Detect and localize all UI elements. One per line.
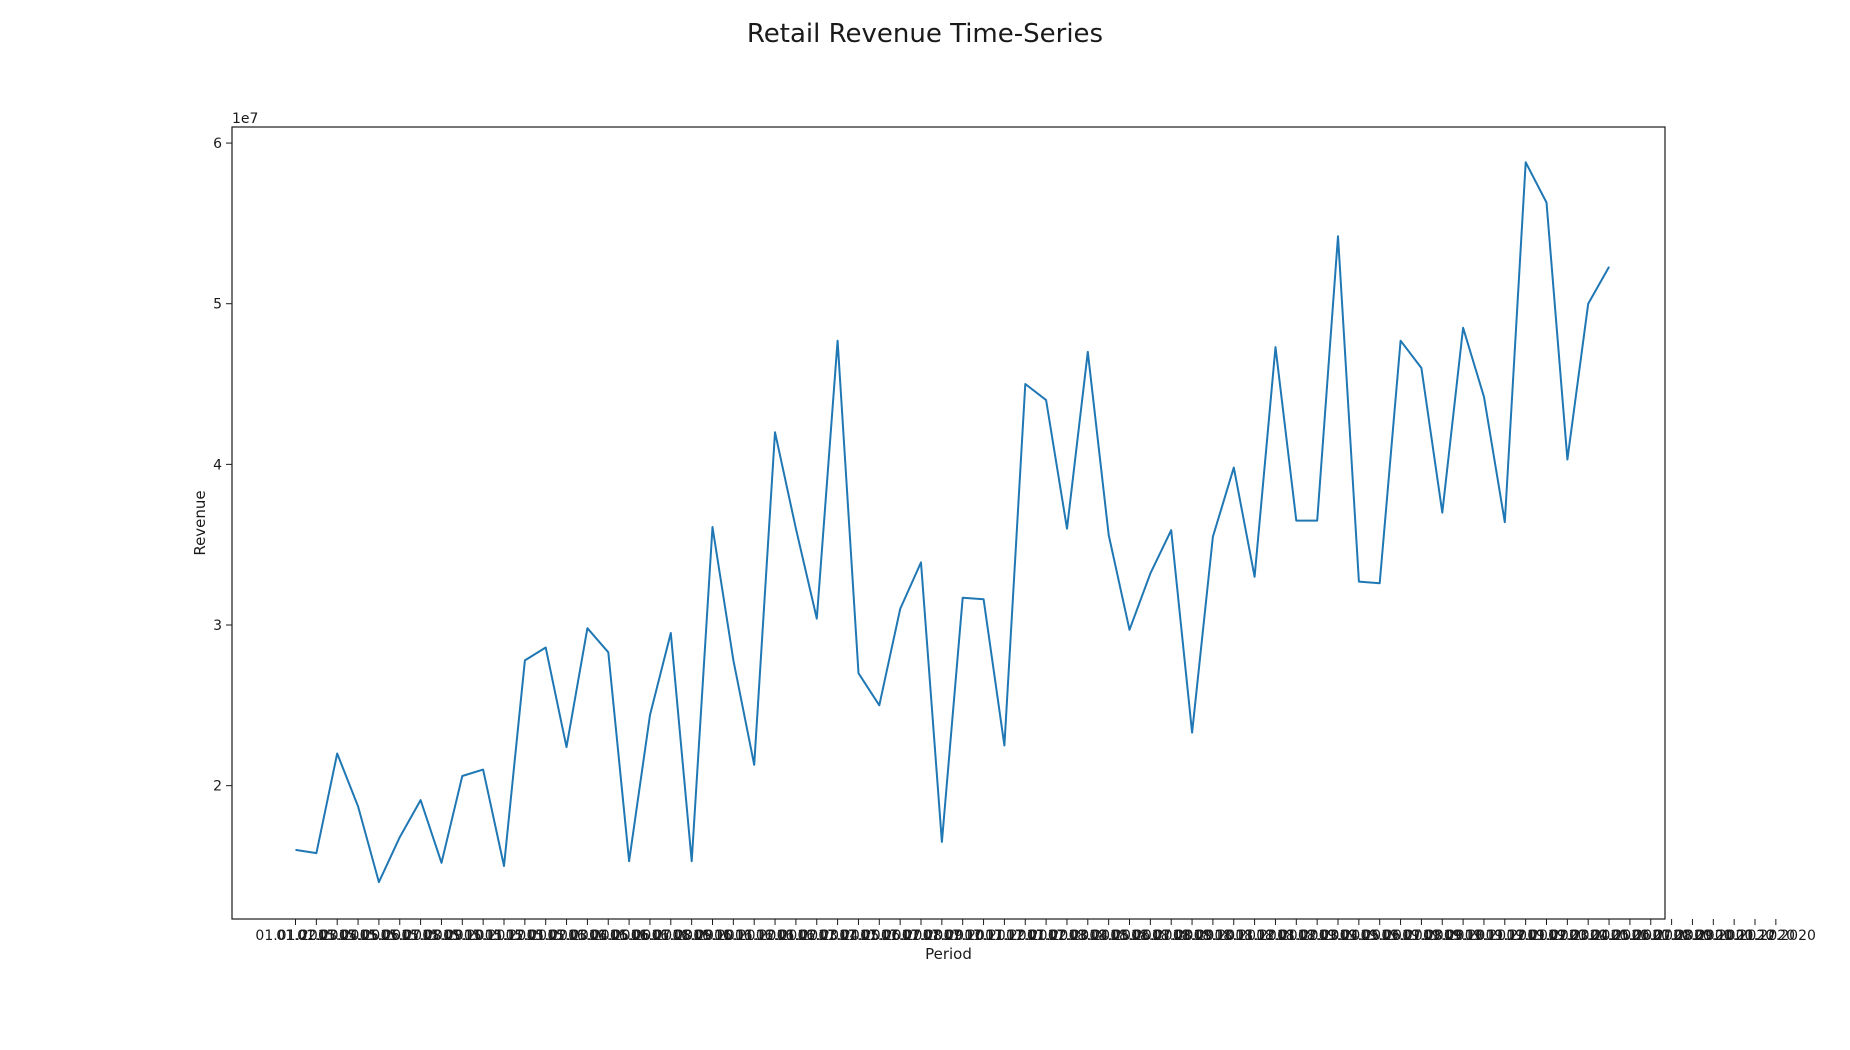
x-tick-label: 01.07.2017 (881, 928, 961, 944)
x-tick-label: 01.03.2020 (1548, 928, 1628, 944)
x-tick-label: 01.09.2015 (422, 928, 502, 944)
x-tick-label: 01.07.2019 (1381, 928, 1461, 944)
x-tick-label: 01.02.2017 (777, 928, 857, 944)
x-tick-label: 01.03.2019 (1298, 928, 1378, 944)
x-tick-label: 01.07.2018 (1131, 928, 1211, 944)
x-tick-label: 01.10.2016 (693, 928, 773, 944)
x-tick-label: 01.02.2020 (1527, 928, 1607, 944)
x-tick-label: 01.12.2019 (1486, 928, 1566, 944)
x-tick-label: 01.10.2018 (1194, 928, 1274, 944)
x-tick-label: 01.09.2019 (1423, 928, 1503, 944)
x-tick-label: 01.10.2019 (1444, 928, 1524, 944)
x-tick-label: 01.02.2018 (1027, 928, 1107, 944)
x-axis-ticks: 01.01.201501.02.201501.03.201501.04.2015… (255, 919, 1816, 944)
x-tick-label: 01.03.2015 (297, 928, 377, 944)
y-offset-label: 1e7 (232, 111, 258, 127)
x-tick-label: 01.11.2020 (1715, 928, 1795, 944)
x-tick-label: 01.09.2018 (1173, 928, 1253, 944)
x-tick-label: 01.08.2018 (1152, 928, 1232, 944)
x-tick-label: 01.05.2018 (1089, 928, 1169, 944)
x-tick-label: 01.11.2017 (964, 928, 1044, 944)
x-tick-label: 01.03.2016 (547, 928, 627, 944)
x-tick-label: 01.06.2018 (1110, 928, 1190, 944)
x-tick-label: 01.03.2017 (798, 928, 878, 944)
x-tick-label: 01.12.2018 (1235, 928, 1315, 944)
x-tick-label: 01.11.2016 (714, 928, 794, 944)
x-tick-label: 01.08.2019 (1402, 928, 1482, 944)
x-tick-label: 01.07.2016 (631, 928, 711, 944)
x-tick-label: 01.09.2020 (1673, 928, 1753, 944)
x-tick-label: 01.04.2018 (1069, 928, 1149, 944)
y-tick-label: 5 (213, 297, 222, 313)
x-tick-label: 01.09.2016 (672, 928, 752, 944)
x-tick-label: 01.06.2017 (860, 928, 940, 944)
x-tick-label: 01.02.2016 (526, 928, 606, 944)
x-tick-label: 01.05.2017 (839, 928, 919, 944)
x-tick-label: 01.06.2020 (1611, 928, 1691, 944)
x-tick-label: 01.01.2016 (506, 928, 586, 944)
plot-frame (231, 126, 1666, 920)
x-tick-label: 01.12.2017 (985, 928, 1065, 944)
x-tick-label: 01.06.2015 (360, 928, 440, 944)
x-tick-label: 01.03.2018 (1048, 928, 1128, 944)
x-tick-label: 01.05.2015 (339, 928, 419, 944)
x-tick-label: 01.10.2015 (443, 928, 523, 944)
y-tick-label: 3 (213, 618, 222, 634)
x-tick-label: 01.08.2020 (1652, 928, 1732, 944)
x-tick-label: 01.08.2017 (902, 928, 982, 944)
chart-title: Retail Revenue Time-Series (747, 19, 1103, 49)
x-tick-label: 01.09.2017 (923, 928, 1003, 944)
y-tick-label: 6 (213, 136, 222, 152)
x-tick-label: 01.10.2017 (943, 928, 1023, 944)
x-tick-label: 01.05.2019 (1340, 928, 1420, 944)
x-tick-label: 01.01.2017 (756, 928, 836, 944)
x-tick-label: 01.11.2018 (1215, 928, 1295, 944)
x-tick-label: 01.11.2019 (1465, 928, 1545, 944)
x-tick-label: 01.04.2017 (818, 928, 898, 944)
x-tick-label: 01.11.2015 (464, 928, 544, 944)
x-tick-label: 01.04.2019 (1319, 928, 1399, 944)
x-tick-label: 01.10.2020 (1694, 928, 1774, 944)
x-tick-label: 01.12.2016 (735, 928, 815, 944)
x-tick-label: 01.06.2016 (610, 928, 690, 944)
y-axis-ticks: 2 3 4 5 6 (213, 136, 232, 795)
x-tick-label: 01.04.2016 (568, 928, 648, 944)
x-tick-label: 01.12.2015 (485, 928, 565, 944)
series-line (295, 161, 1610, 884)
y-tick-label: 4 (213, 457, 222, 473)
y-axis-label: Revenue (191, 490, 209, 555)
x-tick-label: 01.07.2015 (381, 928, 461, 944)
x-tick-label: 01.05.2020 (1590, 928, 1670, 944)
x-tick-label: 01.07.2020 (1632, 928, 1712, 944)
x-tick-label: 01.08.2016 (652, 928, 732, 944)
x-tick-label: 01.01.2020 (1506, 928, 1586, 944)
x-tick-label: 01.01.2015 (255, 928, 335, 944)
x-tick-label: 01.02.2019 (1277, 928, 1357, 944)
x-tick-label: 01.01.2018 (1006, 928, 1086, 944)
x-tick-label: 01.04.2015 (318, 928, 398, 944)
x-tick-label: 01.08.2015 (401, 928, 481, 944)
x-tick-label: 01.05.2016 (589, 928, 669, 944)
x-axis-label: Period (925, 945, 972, 963)
x-tick-label: 01.04.2020 (1569, 928, 1649, 944)
x-tick-label: 01.06.2019 (1360, 928, 1440, 944)
x-tick-label: 01.01.2019 (1256, 928, 1336, 944)
x-tick-label: 01.02.2015 (276, 928, 356, 944)
x-tick-label: 01.12.2020 (1736, 928, 1816, 944)
y-tick-label: 2 (213, 779, 222, 795)
